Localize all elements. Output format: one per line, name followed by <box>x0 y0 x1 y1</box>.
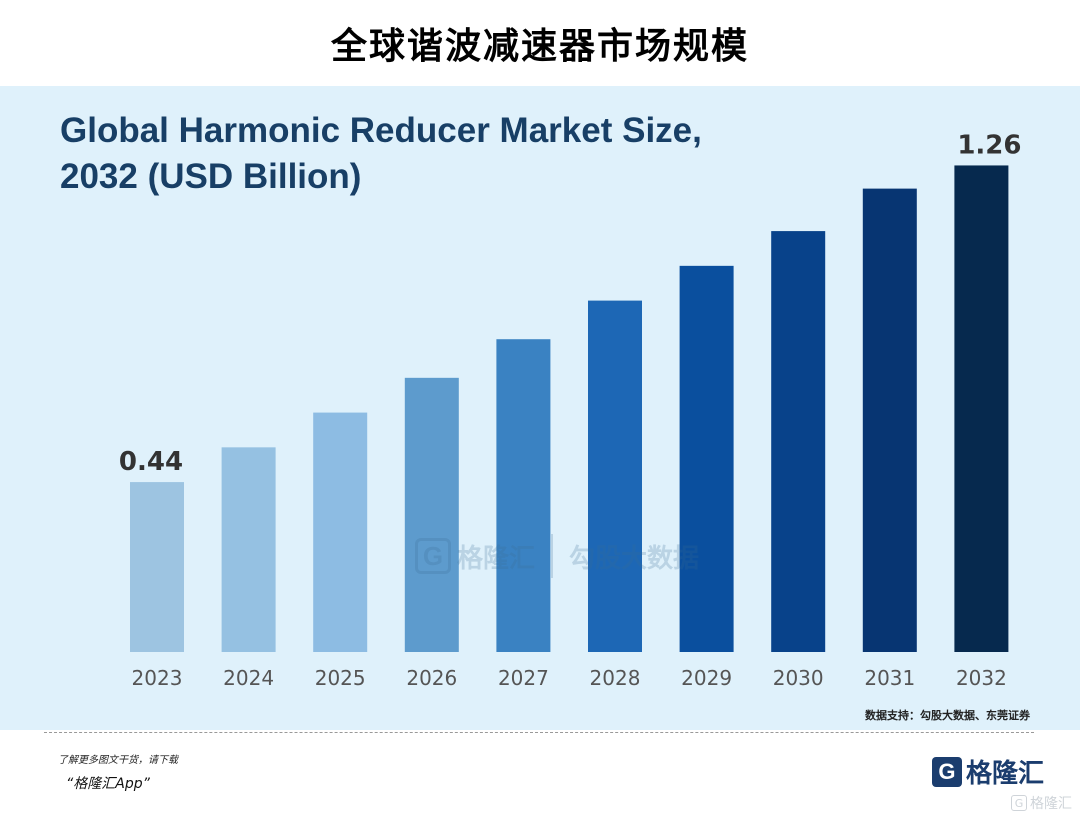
bar-2031 <box>862 188 917 652</box>
x-tick-label-2029: 2029 <box>681 666 732 690</box>
bar-2023 <box>130 482 184 652</box>
x-tick-label-2031: 2031 <box>864 666 915 690</box>
bar-2024 <box>221 447 276 652</box>
corner-logo-icon: G <box>1011 795 1027 811</box>
corner-brand-text: 格隆汇 <box>1030 796 1072 812</box>
promo-app-name: “格隆汇App” <box>66 776 150 792</box>
chart-title: Global Harmonic Reducer Market Size, 203… <box>60 111 702 196</box>
data-label-2023: 0.44 <box>119 447 183 477</box>
brand-logo-icon: G <box>931 756 962 787</box>
watermark-data-text: 勾股大数据 <box>569 543 700 574</box>
watermark-logo-icon: G <box>415 538 451 574</box>
x-tick-label-2030: 2030 <box>773 666 824 690</box>
x-tick-label-2032: 2032 <box>956 666 1007 690</box>
bar-2030 <box>771 231 826 653</box>
data-source: 数据支持：勾股大数据、东莞证券 <box>865 709 1030 722</box>
bar-2029 <box>679 265 734 652</box>
watermark-divider <box>551 534 554 578</box>
corner-watermark: G 格隆汇 <box>1011 793 1072 813</box>
watermark: G 格隆汇 勾股大数据 <box>415 534 699 578</box>
chart-panel: 2023 0.44 2024 2025 2026 2027 2028 2029 2030 2031… <box>0 86 1080 730</box>
x-tick-label-2026: 2026 <box>406 666 457 690</box>
x-tick-label-2023: 2023 <box>132 666 183 690</box>
bar-2026 <box>404 377 459 652</box>
brand-logo-text: 格隆汇 <box>965 759 1044 789</box>
data-label-2032: 1.26 <box>957 130 1021 160</box>
x-tick-label-2024: 2024 <box>223 666 274 690</box>
bar-2027 <box>496 339 551 652</box>
bar-2025 <box>313 412 368 652</box>
brand-logo[interactable]: G 格隆汇 <box>931 753 1044 790</box>
x-tick-label-2028: 2028 <box>590 666 641 690</box>
bar-2032 <box>954 165 1009 652</box>
bar-2028 <box>588 300 642 652</box>
x-tick-label-2025: 2025 <box>315 666 366 690</box>
title-bar: 全球谐波减速器市场规模 <box>0 0 1080 86</box>
page-title: 全球谐波减速器市场规模 <box>330 26 749 67</box>
bar-chart: 2023 0.44 2024 2025 2026 2027 2028 2029 2030 2031… <box>119 130 1022 690</box>
dashed-divider <box>44 732 1034 733</box>
x-tick-label-2027: 2027 <box>498 666 549 690</box>
promo-line: 了解更多图文干货，请下载 <box>58 755 178 766</box>
watermark-brand-text: 格隆汇 <box>457 543 536 574</box>
